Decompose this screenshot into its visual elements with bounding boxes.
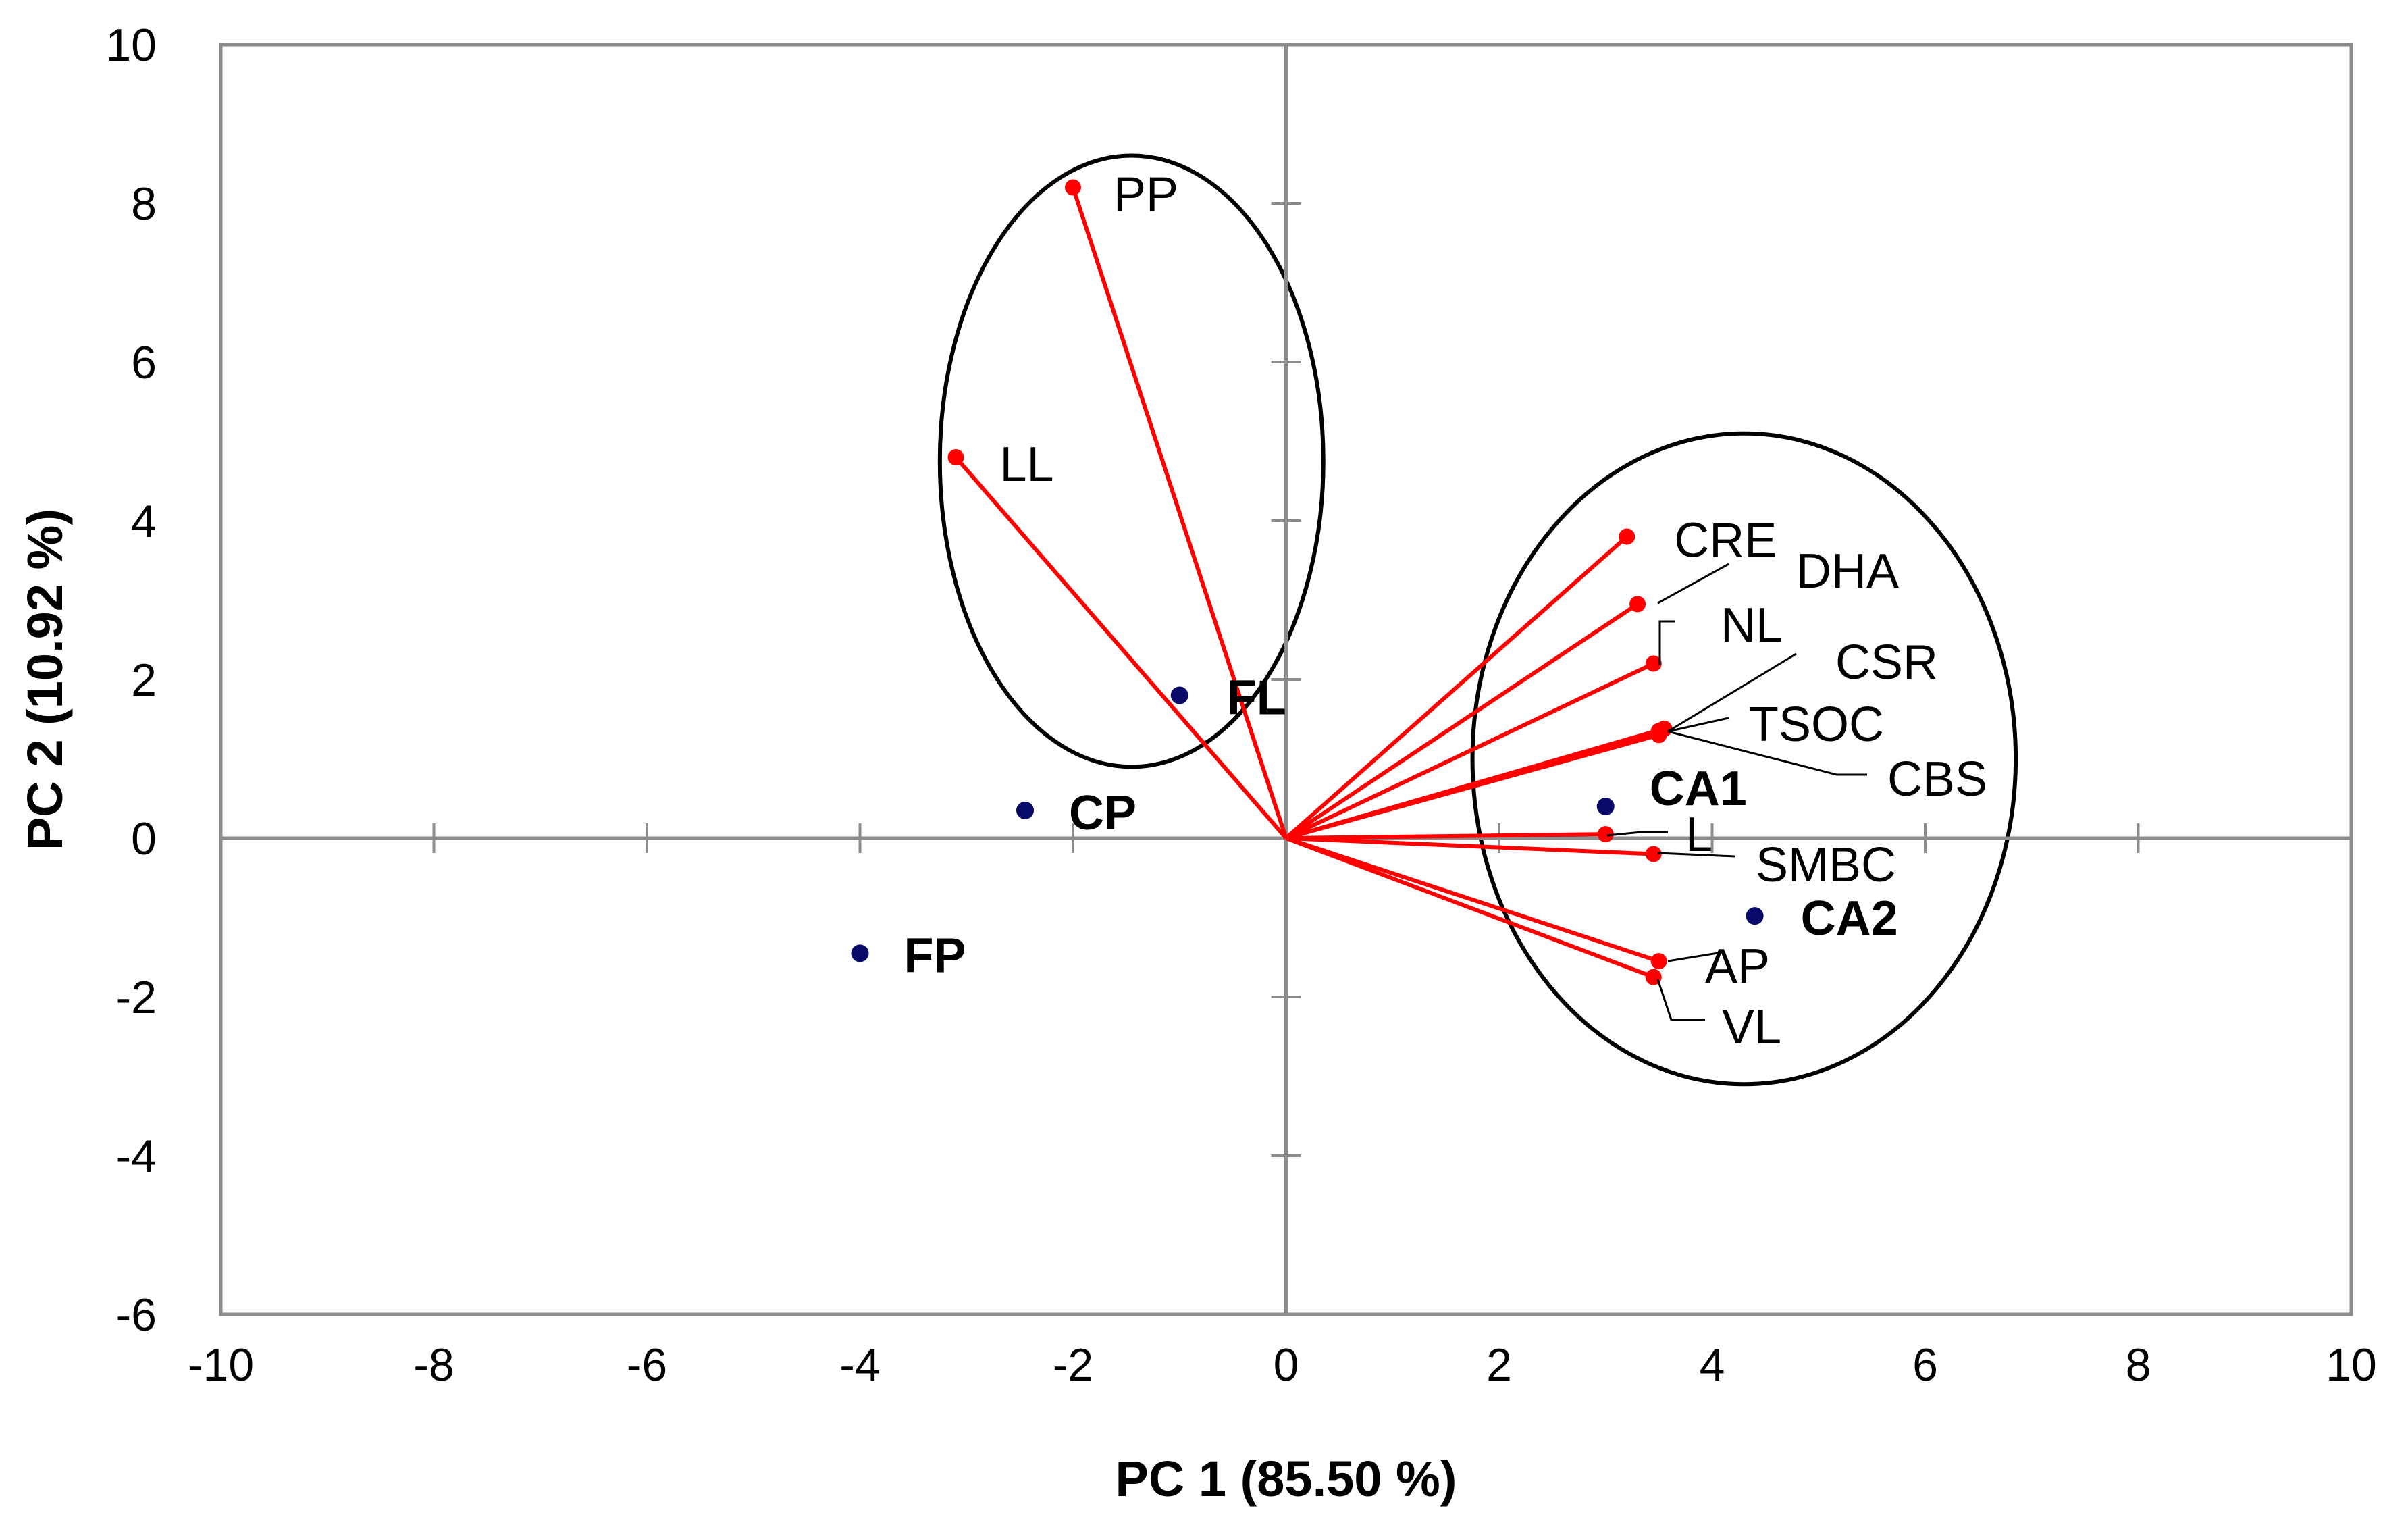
group-ellipse-1 bbox=[937, 153, 1326, 769]
vector-end-pp bbox=[1065, 179, 1081, 196]
x-tick-label: 8 bbox=[2126, 1339, 2151, 1391]
x-tick-labels: -10 -8 -6 -4 -2 0 2 4 6 8 10 bbox=[188, 1339, 2377, 1391]
variable-label-nl: NL bbox=[1721, 598, 1783, 652]
vector-vl bbox=[1285, 836, 1654, 979]
observation-label-cp: CP bbox=[1069, 786, 1136, 840]
vector-end-dha bbox=[1629, 596, 1646, 613]
group-ellipses bbox=[937, 153, 2018, 1087]
x-tick-label: 0 bbox=[1274, 1339, 1299, 1391]
observation-point-ca1 bbox=[1596, 798, 1615, 815]
variable-label-ll: LL bbox=[999, 438, 1053, 492]
vector-dha bbox=[1284, 602, 1639, 840]
x-tick-label: 4 bbox=[1700, 1339, 1725, 1391]
variable-label-vl: VL bbox=[1722, 1000, 1781, 1054]
observation-label-ca2: CA2 bbox=[1801, 892, 1898, 946]
leader-ap bbox=[1667, 951, 1723, 962]
x-tick-label: 10 bbox=[2326, 1339, 2377, 1391]
vector-end-cbs bbox=[1656, 720, 1673, 737]
observation-point-cp bbox=[1016, 801, 1035, 819]
observation-point-ca2 bbox=[1746, 907, 1764, 925]
loading-vectors bbox=[947, 179, 1673, 985]
x-tick-label: -8 bbox=[413, 1339, 454, 1391]
observation-label-fp: FP bbox=[904, 929, 966, 983]
y-tick-label: 2 bbox=[131, 654, 157, 706]
leader-vl bbox=[1656, 979, 1705, 1021]
variable-label-cre: CRE bbox=[1674, 514, 1777, 568]
vector-end-ll bbox=[947, 449, 964, 465]
variable-label-smbc: SMBC bbox=[1756, 838, 1896, 892]
leader-nl bbox=[1658, 620, 1675, 665]
leader-csr bbox=[1667, 652, 1797, 733]
y-tick-label: -6 bbox=[116, 1289, 157, 1341]
observation-points bbox=[851, 686, 1764, 962]
observation-point-fl bbox=[1170, 686, 1188, 704]
vector-cbs bbox=[1285, 726, 1665, 840]
y-tick-label: -4 bbox=[116, 1131, 157, 1182]
tick-marks bbox=[432, 202, 2140, 1157]
vector-end-ap bbox=[1650, 953, 1667, 970]
group-ellipse-2 bbox=[1470, 431, 2018, 1087]
leader-l bbox=[1606, 831, 1668, 837]
y-tick-label: 6 bbox=[131, 337, 157, 388]
variable-label-csr: CSR bbox=[1835, 636, 1938, 690]
leader-tsoc bbox=[1667, 717, 1729, 733]
y-axis-title: PC 2 (10.92 %) bbox=[17, 509, 73, 850]
observation-label-ca1: CA1 bbox=[1650, 762, 1747, 816]
vector-ap bbox=[1285, 836, 1660, 963]
x-tick-label: -2 bbox=[1053, 1339, 1093, 1391]
y-tick-label: 4 bbox=[131, 496, 157, 547]
observation-labels: FL CP FP CA1 CA2 bbox=[904, 671, 1898, 983]
vector-smbc bbox=[1286, 836, 1654, 856]
variable-label-l: L bbox=[1685, 808, 1712, 862]
vector-end-smbc bbox=[1645, 846, 1662, 862]
leader-smbc bbox=[1657, 852, 1736, 858]
vector-end-nl bbox=[1645, 655, 1662, 672]
leader-dha bbox=[1657, 563, 1729, 604]
observation-point-fp bbox=[851, 944, 869, 962]
y-tick-labels: -6 -4 -2 0 2 4 6 8 10 bbox=[105, 20, 157, 1341]
variable-label-cbs: CBS bbox=[1887, 752, 1987, 806]
leader-cbs bbox=[1667, 730, 1867, 776]
y-tick-label: 0 bbox=[131, 813, 157, 865]
variable-label-pp: PP bbox=[1114, 168, 1178, 222]
x-tick-label: -6 bbox=[627, 1339, 667, 1391]
vector-end-cre bbox=[1619, 528, 1635, 545]
vector-end-l bbox=[1597, 826, 1614, 843]
x-tick-label: -10 bbox=[188, 1339, 254, 1391]
x-tick-label: -4 bbox=[839, 1339, 880, 1391]
x-tick-label: 6 bbox=[1912, 1339, 1938, 1391]
x-tick-label: 2 bbox=[1486, 1339, 1512, 1391]
x-axis-title: PC 1 (85.50 %) bbox=[1116, 1451, 1457, 1507]
variable-label-ap: AP bbox=[1705, 939, 1770, 994]
y-tick-label: 10 bbox=[105, 20, 157, 71]
vector-pp bbox=[1071, 186, 1288, 839]
vector-cre bbox=[1284, 535, 1629, 840]
vector-l bbox=[1286, 832, 1606, 840]
vector-ll bbox=[954, 456, 1288, 840]
observation-label-fl: FL bbox=[1227, 671, 1286, 725]
variable-label-tsoc: TSOC bbox=[1749, 698, 1884, 752]
vector-nl bbox=[1285, 661, 1655, 840]
label-leader-lines bbox=[1606, 563, 1867, 1021]
y-tick-label: 8 bbox=[131, 178, 157, 230]
y-tick-label: -2 bbox=[116, 972, 157, 1023]
variable-label-dha: DHA bbox=[1796, 544, 1899, 598]
